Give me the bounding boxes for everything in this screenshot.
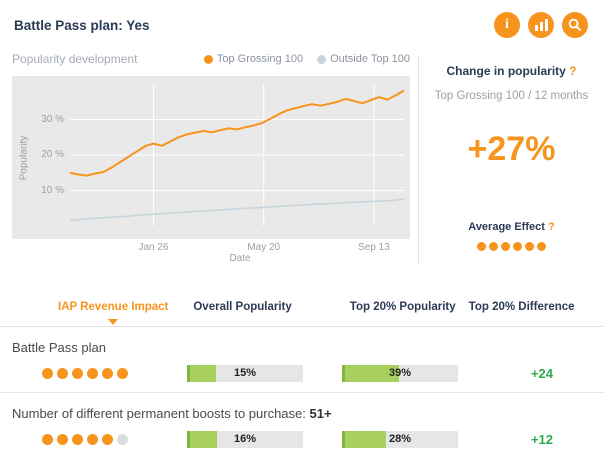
change-help-icon[interactable]: ? xyxy=(569,64,577,78)
legend-dot-orange xyxy=(203,54,213,64)
rating-dot xyxy=(87,368,98,379)
chart-legend: Top Grossing 100 Outside Top 100 xyxy=(203,53,410,65)
change-title: Change in popularity ? xyxy=(446,64,577,78)
change-summary-panel: Change in popularity ? Top Grossing 100 … xyxy=(418,56,604,265)
rating-dot xyxy=(102,434,113,445)
rating-dot xyxy=(42,368,53,379)
x-tick-label: May 20 xyxy=(247,242,281,253)
rating-dot xyxy=(117,434,128,445)
bar-value: 16% xyxy=(233,433,257,445)
rating-dot xyxy=(87,434,98,445)
bar-value: 15% xyxy=(233,367,257,379)
x-axis: Date Jan 26 May 20 Sep 13 xyxy=(12,239,410,265)
search-glyph xyxy=(568,18,582,32)
rating-dot xyxy=(57,368,68,379)
feature-row-label: Number of different permanent boosts to … xyxy=(12,406,332,421)
tab-overall-popularity[interactable]: Overall Popularity xyxy=(193,301,292,313)
rating-dot xyxy=(525,242,534,251)
y-tick-label: 30 % xyxy=(41,113,64,125)
page-title: Battle Pass plan: Yes xyxy=(14,17,150,33)
bar-edge xyxy=(342,365,345,382)
average-effect-rating xyxy=(429,242,594,251)
info-icon[interactable]: i xyxy=(494,12,520,38)
line-chart-svg xyxy=(70,84,404,226)
feature-row-stats: 16% 28% +12 xyxy=(0,425,604,458)
legend-label: Top Grossing 100 xyxy=(216,53,304,65)
legend-outside-top[interactable]: Outside Top 100 xyxy=(317,53,410,65)
feature-row-label: Battle Pass plan xyxy=(12,340,106,355)
legend-label: Outside Top 100 xyxy=(330,53,410,65)
chart-plot-area: Popularity 10 % 20 % 30 % xyxy=(12,76,410,239)
y-axis-title: Popularity xyxy=(18,135,30,180)
search-icon[interactable] xyxy=(562,12,588,38)
rating-dot xyxy=(102,368,113,379)
rating-dot xyxy=(117,368,128,379)
y-tick-label: 20 % xyxy=(41,149,64,160)
header-actions: i xyxy=(494,12,588,38)
bar-value: 28% xyxy=(388,433,412,445)
chart-icon[interactable] xyxy=(528,12,554,38)
chart-title: Popularity development xyxy=(12,52,138,66)
y-tick-label: 10 % xyxy=(41,184,64,196)
tab-top20-difference[interactable]: Top 20% Difference xyxy=(468,301,575,313)
impact-rating xyxy=(40,434,130,445)
tab-iap-revenue-impact[interactable]: IAP Revenue Impact xyxy=(58,293,168,326)
rating-dot xyxy=(72,434,83,445)
bar-fill xyxy=(342,431,387,448)
change-value: +27% xyxy=(467,130,556,168)
bar-fill xyxy=(187,365,216,382)
rating-dot xyxy=(501,242,510,251)
top20-popularity-bar: 28% xyxy=(342,431,458,448)
average-effect-help-icon[interactable]: ? xyxy=(547,221,555,233)
legend-top-grossing[interactable]: Top Grossing 100 xyxy=(203,53,304,65)
bar-fill xyxy=(187,431,218,448)
rating-dot xyxy=(489,242,498,251)
top20-popularity-bar: 39% xyxy=(342,365,458,382)
metric-tabs: IAP Revenue Impact Overall Popularity To… xyxy=(0,293,604,327)
overall-popularity-bar: 16% xyxy=(187,431,303,448)
rating-dot xyxy=(477,242,486,251)
average-effect-label: Average Effect ? xyxy=(468,221,555,233)
tab-top20-popularity[interactable]: Top 20% Popularity xyxy=(349,301,456,313)
rating-dot xyxy=(42,434,53,445)
overall-popularity-bar: 15% xyxy=(187,365,303,382)
bar-edge xyxy=(187,365,190,382)
top-section: Popularity development Top Grossing 100 … xyxy=(0,46,604,265)
rating-dot xyxy=(537,242,546,251)
rating-dot xyxy=(57,434,68,445)
bar-fill xyxy=(342,365,399,382)
bar-edge xyxy=(342,431,345,448)
x-tick-label: Jan 26 xyxy=(138,242,169,253)
header: Battle Pass plan: Yes i xyxy=(0,0,604,46)
feature-row-permanent-boosts[interactable]: Number of different permanent boosts to … xyxy=(0,392,604,458)
legend-dot-gray xyxy=(317,54,327,64)
x-axis-title: Date xyxy=(229,253,251,264)
bar-edge xyxy=(187,431,190,448)
rating-dot xyxy=(72,368,83,379)
chart-glyph xyxy=(534,19,548,31)
feature-row-stats: 15% 39% +24 xyxy=(0,359,604,392)
top20-difference-value: +12 xyxy=(530,432,554,447)
feature-row-battle-pass[interactable]: Battle Pass plan 15% 39% +24 xyxy=(0,327,604,392)
top20-difference-value: +24 xyxy=(530,366,554,381)
popularity-chart: Popularity development Top Grossing 100 … xyxy=(0,46,418,265)
x-tick-label: Sep 13 xyxy=(358,242,390,253)
bar-value: 39% xyxy=(388,367,412,379)
impact-rating xyxy=(40,368,130,379)
change-subtitle: Top Grossing 100 / 12 months xyxy=(434,90,589,102)
rating-dot xyxy=(513,242,522,251)
info-glyph: i xyxy=(505,17,509,32)
